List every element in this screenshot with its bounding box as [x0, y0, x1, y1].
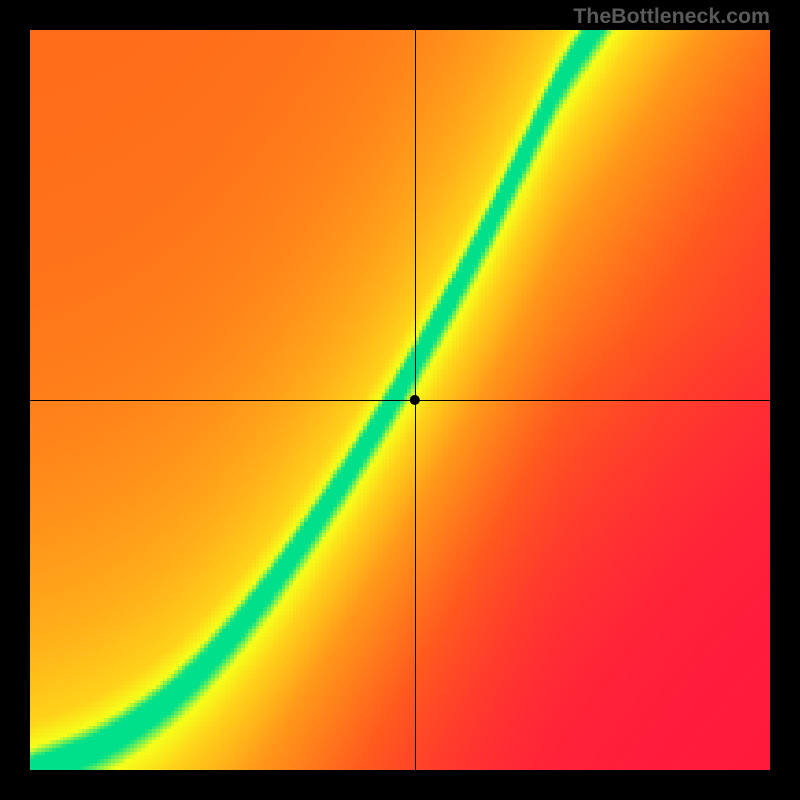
heatmap-plot-area — [30, 30, 770, 770]
watermark-text: TheBottleneck.com — [573, 4, 770, 29]
bottleneck-heatmap — [30, 30, 770, 770]
figure-container: TheBottleneck.com — [0, 0, 800, 800]
